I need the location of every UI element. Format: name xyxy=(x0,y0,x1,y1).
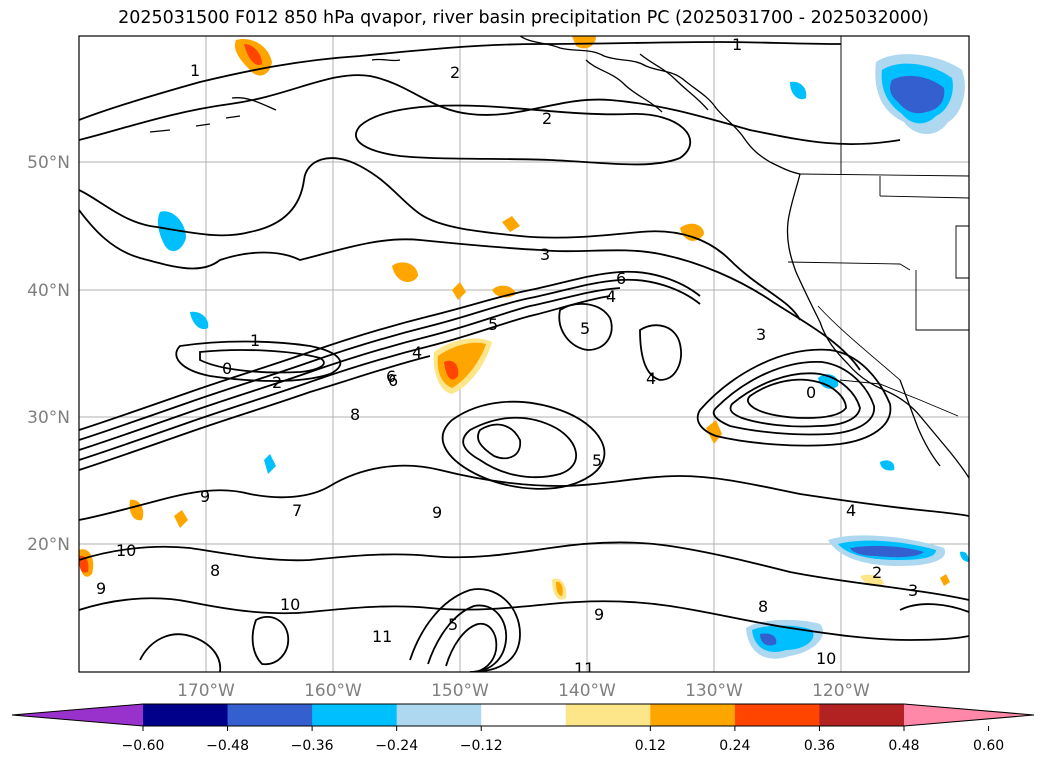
lat-label: 30°N xyxy=(27,408,70,428)
colorbar-tick-label: 0.48 xyxy=(888,738,919,754)
contour-label: 2 xyxy=(872,563,882,582)
contour-label: 7 xyxy=(292,501,302,520)
colorbar-tick-label: −0.48 xyxy=(206,738,249,754)
colorbar-tick-label: 0.60 xyxy=(973,738,1004,754)
lon-label: 130°W xyxy=(685,681,743,701)
contour-label: 0 xyxy=(806,383,816,402)
contour-labels: 1 1 2 2 3 3 4 4 5 5 6 6 8 8 9 9 10 10 11… xyxy=(96,35,918,678)
colorbar-segment xyxy=(650,704,736,726)
colorbar-segment xyxy=(396,704,482,726)
anomaly-patch xyxy=(556,581,563,596)
contour-label: 6 xyxy=(616,269,626,288)
colorbar-segment xyxy=(143,704,229,726)
colorbar-tick-label: −0.12 xyxy=(460,738,503,754)
colorbar-tick-label: −0.24 xyxy=(375,738,418,754)
anomaly-patch xyxy=(880,460,895,471)
anomaly-patch xyxy=(850,545,924,558)
contour-label: 5 xyxy=(448,615,458,634)
contour-label: 8 xyxy=(210,561,220,580)
anomaly-patch xyxy=(860,574,884,586)
colorbar-tick-label: −0.60 xyxy=(122,738,165,754)
anomaly-patch xyxy=(940,574,950,586)
longitude-labels: 170°W 160°W 150°W 140°W 130°W 120°W xyxy=(177,681,870,701)
anomaly-patch xyxy=(502,216,520,232)
lon-label: 120°W xyxy=(812,681,870,701)
contour-label: 11 xyxy=(574,659,594,678)
contour-label: 4 xyxy=(846,501,856,520)
colorbar-tick-label: 0.36 xyxy=(804,738,835,754)
anomaly-patch xyxy=(452,282,466,300)
contour-label: 1 xyxy=(190,61,200,80)
colorbar-segment xyxy=(565,704,651,726)
precip-anomaly-fills xyxy=(79,36,969,659)
colorbar-segment xyxy=(819,704,905,726)
anomaly-patch xyxy=(890,75,945,114)
colorbar-extend-high xyxy=(904,704,1034,726)
anomaly-patch xyxy=(960,551,969,562)
contour-label: 4 xyxy=(646,369,656,388)
lat-label: 40°N xyxy=(27,281,70,301)
lat-label: 50°N xyxy=(27,153,70,173)
anomaly-patch xyxy=(174,510,188,528)
contour-label: 9 xyxy=(200,487,210,506)
colorbar-segment xyxy=(734,704,820,726)
latitude-labels: 50°N 40°N 30°N 20°N xyxy=(27,153,70,555)
lon-label: 170°W xyxy=(177,681,235,701)
anomaly-patch xyxy=(157,211,186,252)
contour-label: 9 xyxy=(96,579,106,598)
contour-label: 9 xyxy=(594,605,604,624)
contour-label: 6 xyxy=(386,367,396,386)
anomaly-patch xyxy=(572,36,596,49)
contour-label: 2 xyxy=(272,373,282,392)
contour-label: 4 xyxy=(412,343,422,362)
anomaly-patch xyxy=(190,311,209,330)
anomaly-patch xyxy=(760,633,777,646)
map-frame xyxy=(78,35,970,673)
contour-label: 3 xyxy=(540,245,550,264)
colorbar: −0.60 −0.48 −0.36 −0.24 −0.12 0.12 0.24 0.36 0.4… xyxy=(11,703,1035,754)
contour-label: 10 xyxy=(816,649,836,668)
lat-label: 20°N xyxy=(27,535,70,555)
colorbar-segment xyxy=(227,704,313,726)
contour-label: 2 xyxy=(542,109,552,128)
contour-label: 10 xyxy=(116,541,136,560)
contour-label: 5 xyxy=(592,451,602,470)
map-title: 2025031500 F012 850 hPa qvapor, river ba… xyxy=(118,8,929,28)
colorbar-extend-low xyxy=(12,704,143,726)
colorbar-tick-label: 0.12 xyxy=(635,738,666,754)
lon-label: 140°W xyxy=(558,681,616,701)
contour-label: 2 xyxy=(450,63,460,82)
contour-label: 6 xyxy=(388,371,398,390)
contour-label: 4 xyxy=(606,287,616,306)
anomaly-patch xyxy=(264,454,276,474)
contour-label: 0 xyxy=(222,359,232,378)
anomaly-patch xyxy=(790,81,807,100)
contour-label: 3 xyxy=(756,325,766,344)
colorbar-segment xyxy=(481,704,567,726)
anomaly-patch xyxy=(752,625,814,652)
anomaly-patch xyxy=(244,44,262,66)
anomaly-patch xyxy=(706,420,722,444)
contour-label: 8 xyxy=(350,405,360,424)
anomaly-patch xyxy=(680,223,704,241)
colorbar-tick-label: 0.24 xyxy=(719,738,750,754)
contour-label: 10 xyxy=(280,595,300,614)
contour-label: 5 xyxy=(580,319,590,338)
contour-label: 1 xyxy=(250,331,260,350)
contour-label: 3 xyxy=(908,581,918,600)
contour-label: 9 xyxy=(432,503,442,522)
contour-label: 1 xyxy=(732,35,742,54)
lon-label: 160°W xyxy=(304,681,362,701)
colorbar-segment xyxy=(312,704,398,726)
qvapor-contours xyxy=(79,41,969,672)
contour-label: 8 xyxy=(758,597,768,616)
lon-label: 150°W xyxy=(431,681,489,701)
anomaly-patch xyxy=(392,262,418,282)
colorbar-tick-label: −0.36 xyxy=(291,738,334,754)
contour-label: 11 xyxy=(372,627,392,646)
contour-label: 5 xyxy=(488,315,498,334)
anomaly-patch xyxy=(444,360,459,380)
